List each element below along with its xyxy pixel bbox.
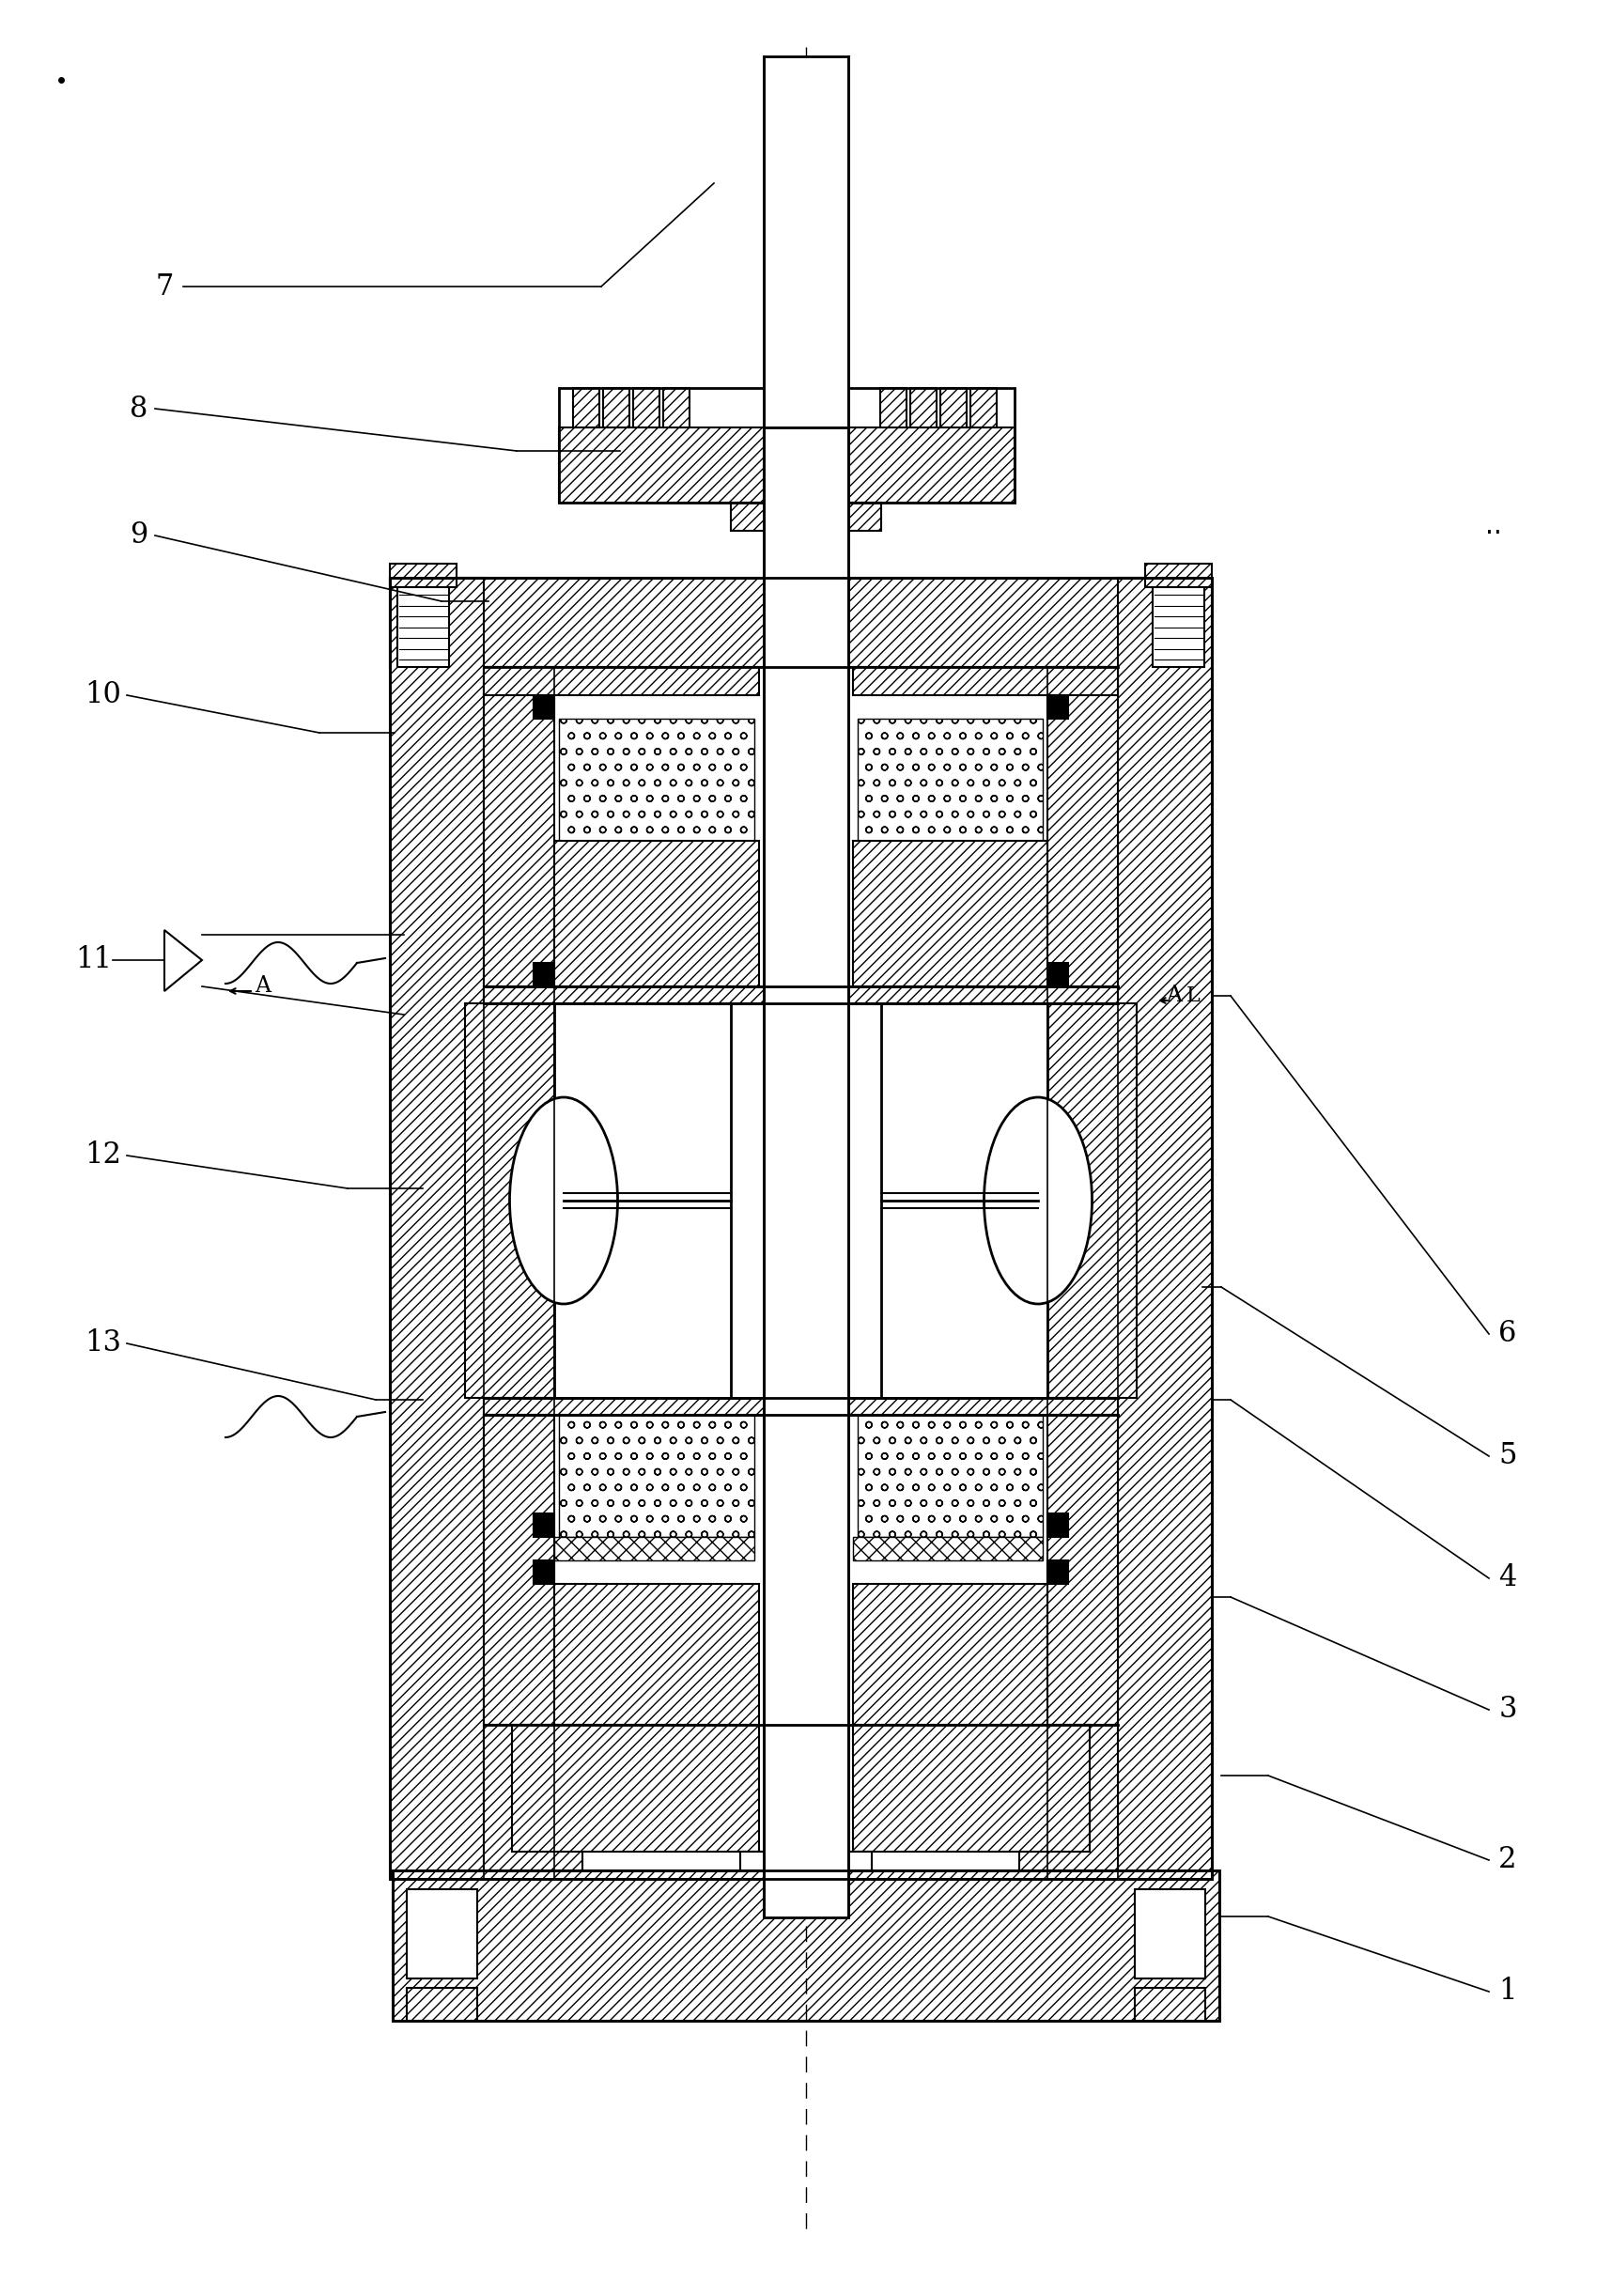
Bar (398, 588, 450, 668)
Polygon shape (996, 1178, 1038, 1224)
Polygon shape (740, 1851, 872, 1871)
Polygon shape (406, 1988, 477, 2020)
Polygon shape (853, 1584, 1048, 1724)
Polygon shape (1048, 1003, 1136, 1398)
Polygon shape (484, 668, 555, 987)
Bar (559, 719, 754, 840)
Text: 12: 12 (85, 1141, 121, 1171)
Bar (555, 1536, 754, 1561)
Polygon shape (1135, 1988, 1206, 2020)
Polygon shape (787, 530, 804, 551)
Text: 3: 3 (1499, 1694, 1517, 1724)
Polygon shape (484, 1414, 555, 1724)
Polygon shape (634, 388, 659, 427)
Bar (764, 427, 848, 1917)
Polygon shape (390, 563, 456, 588)
Bar (730, 1003, 882, 1398)
Text: A: A (1165, 985, 1182, 1006)
Polygon shape (390, 579, 484, 1878)
Text: 10: 10 (85, 680, 121, 709)
Polygon shape (1019, 1724, 1117, 1871)
Polygon shape (730, 503, 882, 530)
Text: ..: .. (1485, 512, 1502, 540)
Text: 9: 9 (131, 521, 148, 551)
Polygon shape (572, 388, 600, 427)
Polygon shape (911, 388, 937, 427)
Polygon shape (555, 1584, 759, 1724)
Polygon shape (663, 388, 690, 427)
Polygon shape (390, 579, 1212, 668)
Polygon shape (1143, 1890, 1198, 1965)
Polygon shape (880, 388, 906, 427)
Bar (390, 579, 1212, 1878)
Polygon shape (1145, 563, 1212, 588)
Bar (764, 57, 848, 427)
Text: 13: 13 (85, 1329, 121, 1357)
Polygon shape (940, 388, 967, 427)
Polygon shape (808, 530, 825, 551)
Polygon shape (853, 1724, 1090, 1851)
Text: 11: 11 (76, 946, 113, 976)
Bar (393, 1871, 1219, 2020)
Polygon shape (484, 1398, 1117, 1414)
Text: 4: 4 (1499, 1564, 1517, 1593)
Bar (534, 1513, 555, 1536)
Bar (858, 1414, 1043, 1536)
Polygon shape (393, 1871, 1219, 2020)
Polygon shape (603, 388, 629, 427)
Text: L: L (1186, 985, 1199, 1006)
Bar (555, 1003, 1048, 1398)
Bar (1048, 1561, 1069, 1584)
Polygon shape (564, 1178, 606, 1224)
Polygon shape (464, 1003, 555, 1398)
Polygon shape (513, 1724, 759, 1851)
Polygon shape (853, 840, 1048, 987)
Polygon shape (853, 668, 1117, 696)
Polygon shape (555, 840, 759, 987)
Polygon shape (484, 987, 1117, 1003)
Polygon shape (559, 427, 764, 503)
Text: 8: 8 (131, 395, 148, 422)
Bar (853, 1536, 1043, 1561)
Bar (858, 719, 1043, 840)
Text: 1: 1 (1499, 1977, 1517, 2007)
Bar (740, 1851, 872, 1871)
Bar (390, 579, 1212, 1878)
Bar (1048, 1513, 1069, 1536)
Polygon shape (1048, 1414, 1117, 1724)
Polygon shape (848, 427, 1014, 503)
Text: 2: 2 (1499, 1846, 1517, 1874)
Bar (534, 696, 555, 719)
Polygon shape (1048, 668, 1117, 987)
Polygon shape (484, 1724, 582, 1871)
Polygon shape (164, 930, 202, 992)
Bar (534, 1561, 555, 1584)
Polygon shape (1117, 579, 1212, 1878)
Text: 5: 5 (1499, 1442, 1517, 1472)
Polygon shape (970, 388, 996, 427)
Bar (559, 388, 1014, 503)
Bar (1153, 588, 1204, 668)
Polygon shape (414, 1890, 469, 1965)
Bar (1135, 1890, 1206, 1979)
Bar (1048, 696, 1069, 719)
Text: 6: 6 (1499, 1320, 1517, 1348)
Bar (393, 1871, 1219, 2020)
Text: A: A (255, 976, 271, 996)
Ellipse shape (509, 1097, 617, 1304)
Bar (559, 1414, 754, 1536)
Text: 7: 7 (155, 271, 174, 301)
Ellipse shape (983, 1097, 1091, 1304)
Polygon shape (484, 668, 759, 696)
Bar (534, 962, 555, 987)
Bar (406, 1890, 477, 1979)
Bar (1048, 962, 1069, 987)
